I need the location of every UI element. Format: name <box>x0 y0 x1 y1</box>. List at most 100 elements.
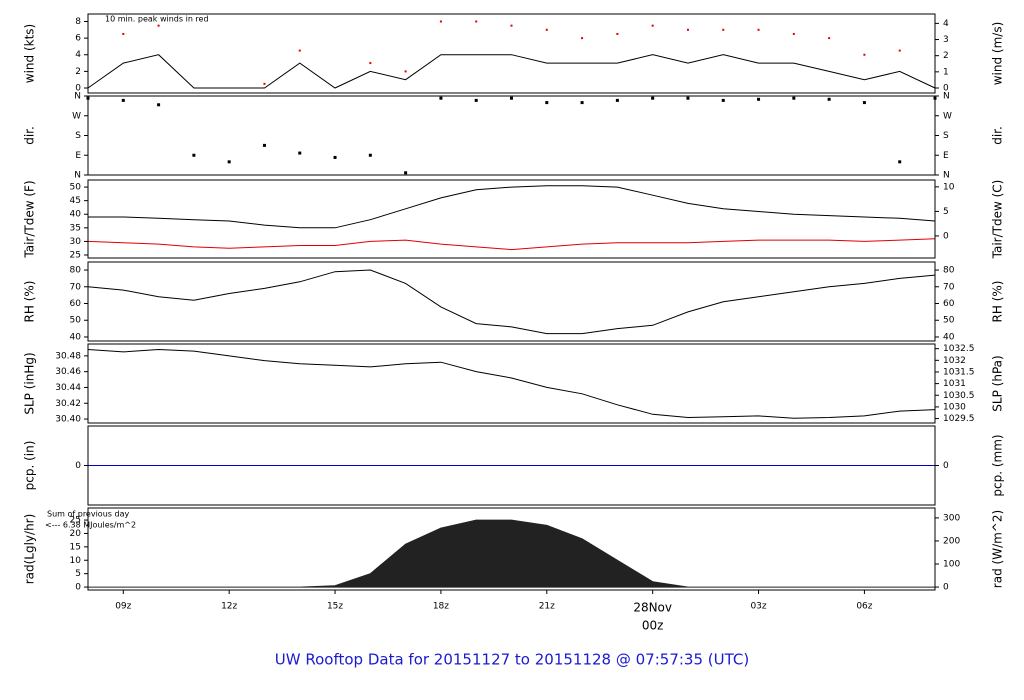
y2-axis-label: dir. <box>991 126 1005 145</box>
y2-tick-label: E <box>943 151 949 161</box>
chart-title: UW Rooftop Data for 20151127 to 20151128… <box>275 651 749 669</box>
peak-dot <box>898 49 901 52</box>
y2-tick-label: 5 <box>943 207 949 217</box>
dir-point <box>545 101 549 105</box>
y-tick-label: 0 <box>75 84 81 94</box>
y-tick-label: 30.46 <box>55 367 81 377</box>
y-tick-label: 40 <box>70 210 82 220</box>
y2-axis-label: Tair/Tdew (C) <box>991 180 1005 260</box>
y2-axis-label: wind (m/s) <box>991 22 1005 86</box>
y2-tick-label: S <box>943 131 949 141</box>
y2-tick-label: 1030.5 <box>943 391 975 401</box>
y2-tick-label: N <box>943 92 950 102</box>
dir-point <box>227 160 231 164</box>
y-tick-label: 50 <box>70 183 82 193</box>
y-tick-label: 0 <box>75 583 81 593</box>
dir-point <box>333 155 337 159</box>
y-axis-label: SLP (inHg) <box>23 352 37 414</box>
y2-tick-label: 1030 <box>943 402 966 412</box>
y2-tick-label: 80 <box>943 266 955 276</box>
peak-dot <box>757 28 760 31</box>
peak-dot <box>157 24 160 27</box>
peak-dot <box>545 28 548 31</box>
peak-dot <box>651 24 654 27</box>
y-tick-label: 25 <box>70 516 81 526</box>
y2-tick-label: 1031.5 <box>943 367 975 377</box>
peak-dot <box>263 82 266 85</box>
y2-tick-label: 50 <box>943 316 955 326</box>
y-tick-label: W <box>72 111 81 121</box>
peak-dot <box>475 20 478 23</box>
dir-point <box>757 97 761 101</box>
y2-tick-label: 0 <box>943 83 949 93</box>
peak-dot <box>510 24 513 27</box>
annotation: 10 min. peak winds in red <box>105 15 209 24</box>
y-tick-label: 45 <box>70 196 81 206</box>
x-tick-label: 12z <box>221 602 237 612</box>
peak-dot <box>863 53 866 56</box>
y2-tick-label: 0 <box>943 461 949 471</box>
y-tick-label: 80 <box>70 266 82 276</box>
panel-frame <box>87 261 936 342</box>
y2-axis-label: RH (%) <box>991 281 1005 323</box>
y-tick-label: 40 <box>70 332 82 342</box>
peak-dot <box>792 32 795 35</box>
dir-point <box>898 160 902 164</box>
y-axis-label: Tair/Tdew (F) <box>23 180 37 258</box>
peak-dot <box>581 37 584 40</box>
y-tick-label: 20 <box>70 529 82 539</box>
peak-dot <box>722 28 725 31</box>
y-tick-label: 0 <box>75 461 81 471</box>
dir-point <box>192 153 196 157</box>
y-axis-label: dir. <box>23 126 37 145</box>
dir-point <box>157 103 161 107</box>
panel-frame <box>87 179 936 259</box>
x-tick-label: 28Nov <box>633 601 672 615</box>
y-tick-label: 30.42 <box>55 399 81 409</box>
y-tick-label: 30 <box>70 237 82 247</box>
y-axis-label: wind (kts) <box>23 24 37 83</box>
y2-axis-label: pcp. (mm) <box>991 434 1005 496</box>
peak-dot <box>686 28 689 31</box>
peak-dot <box>616 32 619 35</box>
x-tick-label: 06z <box>856 602 872 612</box>
x-tick-label: 09z <box>115 602 131 612</box>
data-line <box>88 185 936 229</box>
y-axis-label: pcp. (in) <box>23 441 37 491</box>
annotation: Sum of previous day <box>47 510 129 519</box>
y2-tick-label: 0 <box>943 583 949 593</box>
peak-dot <box>298 49 301 52</box>
y-tick-label: 15 <box>70 542 81 552</box>
peak-dot <box>369 62 372 65</box>
dir-point <box>615 98 619 102</box>
panel-frame <box>87 343 936 424</box>
y-tick-label: 6 <box>75 34 81 44</box>
y2-axis-label: SLP (hPa) <box>991 355 1005 411</box>
dir-point <box>721 98 725 102</box>
x-tick-sublabel: 00z <box>642 619 664 633</box>
dir-point <box>827 97 831 101</box>
y-tick-label: N <box>74 92 81 102</box>
data-line <box>87 348 936 419</box>
y-tick-label: 35 <box>70 223 81 233</box>
y2-tick-label: 200 <box>943 536 960 546</box>
y-tick-label: 2 <box>75 67 81 77</box>
panel-frame <box>87 13 936 94</box>
y2-tick-label: 10 <box>943 182 955 192</box>
y2-tick-label: N <box>943 171 950 181</box>
dir-point <box>651 96 655 100</box>
x-tick-label: 03z <box>750 602 766 612</box>
dir-point <box>792 96 796 100</box>
y-tick-label: 4 <box>75 50 81 60</box>
y-tick-label: 25 <box>70 251 81 261</box>
dir-point <box>474 98 478 102</box>
y2-axis-label: rad (W/m^2) <box>991 510 1005 588</box>
y-tick-label: 50 <box>70 316 82 326</box>
dir-point <box>686 96 690 100</box>
y-tick-label: N <box>74 171 81 181</box>
dir-point <box>439 96 443 100</box>
y-axis-label: rad(Lgly/hr) <box>23 514 37 585</box>
y-tick-label: 70 <box>70 282 82 292</box>
y-tick-label: 30.48 <box>55 351 81 361</box>
